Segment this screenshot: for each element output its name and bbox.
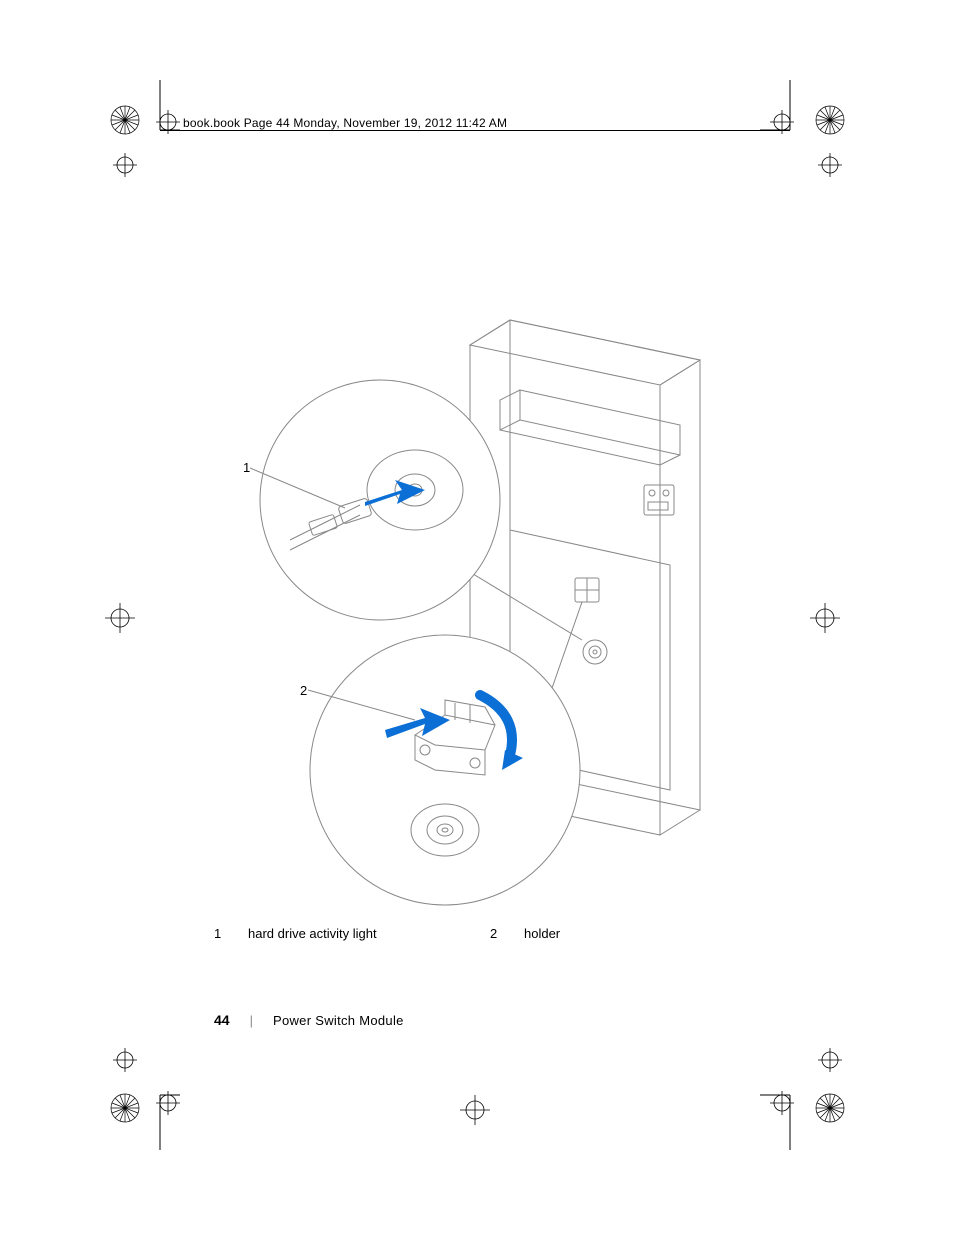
footer-separator: | (250, 1013, 253, 1028)
legend: 1 hard drive activity light 2 holder (214, 926, 744, 941)
cropmark-mid-left (100, 598, 140, 638)
cropmark-mid-right (805, 598, 845, 638)
legend-text-1: hard drive activity light (248, 926, 468, 941)
running-head: book.book Page 44 Monday, November 19, 2… (183, 116, 507, 130)
page: book.book Page 44 Monday, November 19, 2… (0, 0, 954, 1235)
page-footer: 44 | Power Switch Module (214, 1012, 404, 1028)
technical-diagram (200, 280, 760, 920)
callout-2-number: 2 (300, 683, 307, 698)
header-rule (160, 130, 790, 131)
footer-section-title: Power Switch Module (273, 1013, 404, 1028)
legend-num-1: 1 (214, 926, 226, 941)
cropmark-bottom-left (90, 1040, 180, 1160)
cropmark-bottom-right (760, 1040, 870, 1160)
cropmark-bottom-center (455, 1090, 495, 1130)
legend-num-2: 2 (490, 926, 502, 941)
page-number: 44 (214, 1012, 230, 1028)
legend-row: 1 hard drive activity light 2 holder (214, 926, 744, 941)
callout-1-number: 1 (243, 460, 250, 475)
legend-text-2: holder (524, 926, 744, 941)
